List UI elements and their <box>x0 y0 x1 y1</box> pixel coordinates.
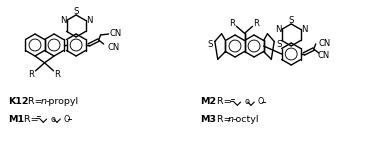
Text: R=: R= <box>21 114 42 124</box>
Text: M3: M3 <box>200 114 216 124</box>
Text: S: S <box>207 40 212 49</box>
Text: S: S <box>276 40 282 49</box>
Text: O: O <box>258 97 264 106</box>
Text: K12: K12 <box>8 97 28 106</box>
Text: R=: R= <box>214 97 235 106</box>
Text: R: R <box>54 70 60 79</box>
Text: n: n <box>41 97 47 106</box>
Text: S: S <box>288 16 294 25</box>
Text: S: S <box>73 7 79 16</box>
Text: M1: M1 <box>8 114 24 124</box>
Text: o: o <box>244 97 249 106</box>
Text: R: R <box>229 19 235 28</box>
Text: o: o <box>50 114 55 124</box>
Text: N: N <box>275 25 282 34</box>
Text: CN: CN <box>107 42 120 51</box>
Text: O: O <box>64 114 70 124</box>
Text: CN: CN <box>318 50 330 60</box>
Text: -octyl: -octyl <box>233 114 260 124</box>
Text: n: n <box>228 114 234 124</box>
Text: R=: R= <box>214 114 235 124</box>
Text: R: R <box>254 19 260 28</box>
Text: R: R <box>28 70 34 79</box>
Text: R=: R= <box>25 97 46 106</box>
Text: N: N <box>60 16 66 25</box>
Text: -propyl: -propyl <box>46 97 79 106</box>
Text: CN: CN <box>110 29 122 38</box>
Text: N: N <box>301 25 307 34</box>
Text: CN: CN <box>319 39 331 49</box>
Text: M2: M2 <box>200 97 216 106</box>
Text: N: N <box>86 16 92 25</box>
